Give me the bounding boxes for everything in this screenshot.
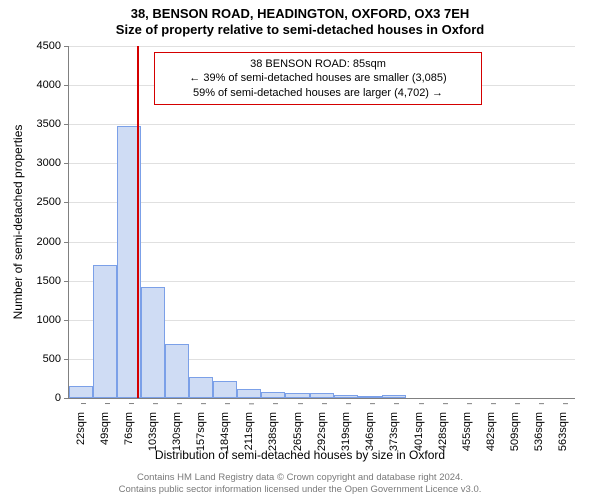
annotation-box: 38 BENSON ROAD: 85sqm ← 39% of semi-deta… — [154, 52, 482, 105]
x-tick-label: 292sqm — [316, 404, 328, 451]
y-tick-label: 1000 — [37, 314, 69, 326]
gridline — [69, 124, 575, 125]
y-tick-label: 2000 — [37, 236, 69, 248]
footer-credits: Contains HM Land Registry data © Crown c… — [0, 472, 600, 496]
x-tick-label: 103sqm — [147, 404, 159, 451]
chart-container: 38, BENSON ROAD, HEADINGTON, OXFORD, OX3… — [0, 0, 600, 500]
y-axis-label: Number of semi-detached properties — [11, 125, 25, 320]
x-tick-label: 49sqm — [99, 404, 111, 445]
x-tick-label: 265sqm — [292, 404, 304, 451]
histogram-bar — [334, 395, 358, 398]
title-line-1: 38, BENSON ROAD, HEADINGTON, OXFORD, OX3… — [0, 6, 600, 22]
x-tick-label: 211sqm — [243, 404, 255, 450]
x-tick-label: 455sqm — [461, 404, 473, 451]
y-tick-label: 500 — [43, 353, 69, 365]
histogram-bar — [358, 396, 382, 398]
x-tick-label: 319sqm — [340, 404, 352, 451]
x-tick-label: 509sqm — [509, 404, 521, 451]
property-marker-line — [137, 46, 139, 398]
y-tick-label: 3500 — [37, 118, 69, 130]
x-tick-label: 130sqm — [171, 404, 183, 451]
gridline — [69, 46, 575, 47]
x-tick-label: 536sqm — [533, 404, 545, 451]
x-tick-label: 346sqm — [364, 404, 376, 451]
footer-line-1: Contains HM Land Registry data © Crown c… — [0, 472, 600, 484]
histogram-bar — [189, 377, 213, 398]
histogram-bar — [237, 389, 261, 398]
annotation-line-1: 38 BENSON ROAD: 85sqm — [163, 57, 473, 71]
x-tick-label: 482sqm — [485, 404, 497, 451]
gridline — [69, 202, 575, 203]
x-tick-label: 401sqm — [413, 404, 425, 451]
histogram-bar — [285, 393, 309, 398]
x-tick-label: 563sqm — [557, 404, 569, 451]
annotation-line-3: 59% of semi-detached houses are larger (… — [163, 86, 473, 100]
gridline — [69, 281, 575, 282]
plot-area: 05001000150020002500300035004000450022sq… — [68, 46, 575, 399]
y-tick-label: 3000 — [37, 157, 69, 169]
histogram-bar — [261, 392, 285, 398]
histogram-bar — [69, 386, 93, 398]
histogram-bar — [213, 381, 237, 398]
x-tick-label: 22sqm — [75, 404, 87, 445]
histogram-bar — [310, 393, 334, 398]
title-line-2: Size of property relative to semi-detach… — [0, 22, 600, 38]
y-tick-label: 0 — [55, 392, 69, 404]
footer-line-2: Contains public sector information licen… — [0, 484, 600, 496]
x-tick-label: 373sqm — [388, 404, 400, 451]
gridline — [69, 163, 575, 164]
x-tick-label: 238sqm — [267, 404, 279, 451]
histogram-bar — [382, 395, 406, 398]
x-tick-label: 428sqm — [437, 404, 449, 451]
histogram-bar — [165, 344, 189, 398]
x-axis-label: Distribution of semi-detached houses by … — [0, 448, 600, 462]
y-tick-label: 4500 — [37, 40, 69, 52]
x-tick-label: 184sqm — [219, 404, 231, 451]
histogram-bar — [141, 287, 165, 398]
x-tick-label: 76sqm — [123, 404, 135, 445]
y-tick-label: 4000 — [37, 79, 69, 91]
gridline — [69, 242, 575, 243]
annotation-line-2: ← 39% of semi-detached houses are smalle… — [163, 71, 473, 85]
y-tick-label: 1500 — [37, 275, 69, 287]
y-tick-label: 2500 — [37, 196, 69, 208]
chart-title: 38, BENSON ROAD, HEADINGTON, OXFORD, OX3… — [0, 0, 600, 39]
x-tick-label: 157sqm — [195, 404, 207, 451]
histogram-bar — [93, 265, 117, 398]
